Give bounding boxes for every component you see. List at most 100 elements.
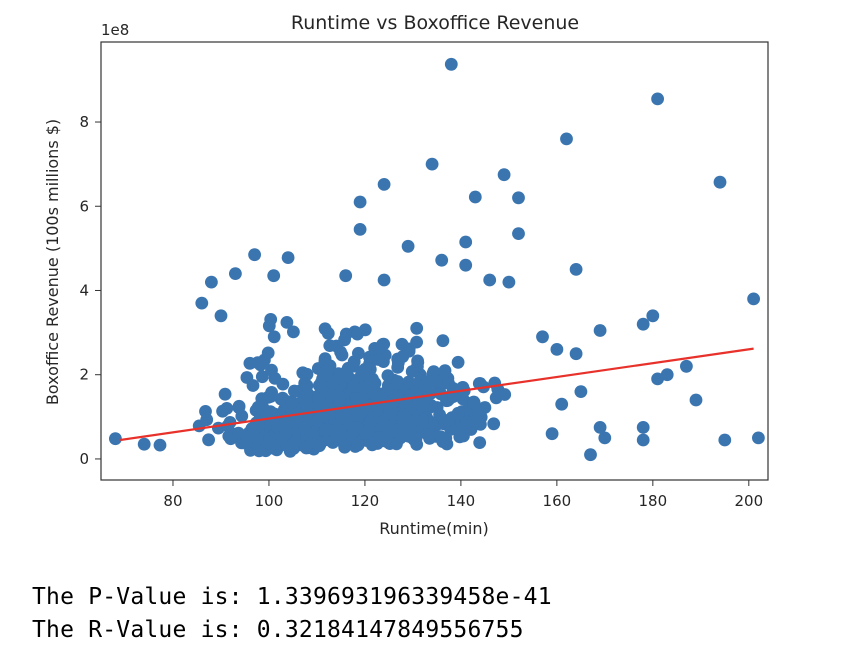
- data-point: [512, 191, 525, 205]
- data-point: [298, 421, 311, 435]
- y-tick-label: 0: [79, 450, 89, 468]
- data-point: [251, 400, 265, 414]
- data-point: [287, 325, 300, 339]
- data-point: [353, 223, 367, 236]
- data-point: [267, 330, 281, 344]
- data-point: [313, 439, 326, 453]
- regression-line: [120, 347, 754, 442]
- data-point: [442, 376, 455, 390]
- data-point: [713, 175, 727, 189]
- data-point: [747, 292, 760, 306]
- x-tick-label: 100: [255, 492, 284, 510]
- data-point: [410, 321, 424, 335]
- data-point: [352, 346, 365, 360]
- y-tick-label: 4: [79, 281, 89, 299]
- data-point: [636, 421, 650, 434]
- data-point: [336, 369, 350, 383]
- data-point: [327, 377, 340, 390]
- data-point: [574, 385, 588, 398]
- data-point: [339, 269, 353, 283]
- data-point: [560, 132, 573, 146]
- x-tick-label: 80: [163, 492, 182, 510]
- data-point: [397, 416, 411, 430]
- x-axis-ticks: 80 100 120 140 160 180 200: [163, 480, 763, 510]
- data-point: [199, 405, 212, 418]
- data-point: [584, 448, 597, 462]
- data-point: [451, 355, 465, 369]
- data-point: [377, 273, 391, 287]
- data-point: [468, 190, 482, 204]
- data-point: [251, 432, 264, 446]
- data-point: [248, 248, 261, 262]
- y-tick-label: 8: [79, 113, 89, 131]
- data-point: [680, 359, 693, 373]
- scatter-points: [109, 57, 765, 462]
- data-point: [467, 396, 481, 410]
- data-point: [355, 367, 368, 381]
- data-point: [405, 365, 419, 378]
- data-point: [334, 345, 347, 359]
- data-point: [252, 444, 266, 458]
- data-point: [718, 433, 732, 447]
- data-point: [137, 437, 151, 451]
- data-point: [427, 365, 441, 378]
- data-point: [651, 372, 664, 386]
- data-point: [372, 353, 385, 366]
- data-point: [460, 416, 473, 429]
- data-point: [218, 387, 232, 401]
- data-point: [232, 426, 245, 440]
- x-tick-label: 180: [639, 492, 668, 510]
- data-point: [363, 416, 377, 430]
- data-point: [497, 168, 511, 182]
- chart-title: Runtime vs Boxoffice Revenue: [291, 12, 579, 34]
- y-tick-label: 6: [79, 197, 89, 215]
- data-point: [240, 371, 254, 384]
- data-point: [232, 399, 246, 413]
- data-point: [358, 323, 372, 337]
- x-tick-label: 200: [734, 492, 763, 510]
- data-point: [261, 346, 275, 360]
- data-point: [473, 436, 487, 449]
- data-point: [333, 392, 347, 406]
- data-point: [390, 377, 404, 391]
- data-point: [436, 334, 450, 348]
- data-point: [453, 430, 467, 444]
- data-point: [502, 275, 516, 289]
- data-point: [512, 227, 525, 241]
- x-tick-label: 140: [447, 492, 476, 510]
- data-point: [357, 381, 371, 394]
- data-point: [285, 395, 299, 408]
- data-point: [536, 330, 549, 344]
- data-point: [459, 235, 473, 249]
- data-point: [261, 390, 275, 404]
- data-point: [550, 343, 564, 356]
- data-point: [318, 366, 332, 380]
- data-point: [689, 393, 703, 407]
- data-point: [598, 431, 612, 445]
- data-point: [316, 382, 330, 395]
- data-point: [545, 427, 559, 441]
- plot-frame: [100, 41, 769, 481]
- y-axis-label: Boxoffice Revenue (100s millions $): [43, 119, 62, 405]
- scatter-chart: Runtime vs Boxoffice Revenue 1e8 80 100 12…: [43, 12, 769, 538]
- data-point: [214, 309, 228, 323]
- data-point: [319, 423, 332, 437]
- data-point: [483, 273, 497, 287]
- data-point: [436, 435, 450, 448]
- p-value-output: The P-Value is: 1.339693196339458e-41: [32, 584, 552, 610]
- data-point: [636, 317, 650, 331]
- data-point: [252, 415, 266, 429]
- data-point: [376, 338, 390, 351]
- y-axis-ticks: 0 2 4 6 8: [79, 113, 101, 468]
- x-axis-label: Runtime(min): [379, 519, 488, 538]
- data-point: [288, 384, 301, 398]
- data-point: [391, 361, 405, 374]
- data-point: [660, 368, 674, 382]
- data-point: [285, 438, 299, 452]
- data-point: [417, 398, 430, 412]
- data-point: [300, 367, 314, 381]
- data-point: [318, 352, 332, 366]
- data-point: [195, 296, 209, 310]
- data-point: [459, 258, 473, 272]
- data-point: [299, 441, 313, 455]
